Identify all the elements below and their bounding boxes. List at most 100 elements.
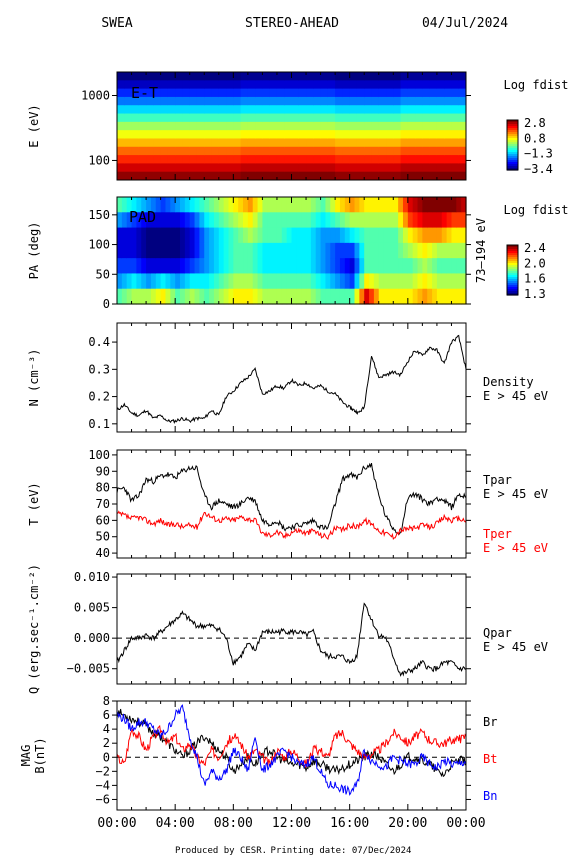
spectrogram-cell <box>189 171 198 181</box>
spectrogram-cell <box>284 121 292 131</box>
pad-cell <box>378 258 385 275</box>
y-tick-label: 100 <box>88 153 110 167</box>
spectrogram-cell <box>407 105 416 115</box>
pad-cell <box>223 227 230 244</box>
y-axis-label: MAG <box>19 745 33 767</box>
spectrogram-cell <box>429 171 438 181</box>
spectrogram-cell <box>146 96 154 106</box>
pad-cell <box>393 258 399 275</box>
spectrogram-cell <box>175 96 183 106</box>
pad-cell <box>364 288 370 305</box>
spectrogram-cell <box>218 130 227 139</box>
spectrogram-cell <box>218 96 227 106</box>
y-axis-label: PA (deg) <box>27 222 41 280</box>
spectrogram-cell <box>327 80 336 90</box>
pad-cell <box>349 242 356 259</box>
spectrogram-cell <box>182 80 191 90</box>
spectrogram-cell <box>138 138 147 148</box>
spectrogram-cell <box>393 155 402 164</box>
spectrogram-cell <box>153 155 162 164</box>
spectrogram-cell <box>189 121 198 131</box>
pad-cell <box>189 212 196 229</box>
pad-cell <box>170 197 176 213</box>
spectrogram-cell <box>276 80 285 90</box>
pad-cell <box>461 197 467 213</box>
pad-cell <box>354 288 360 305</box>
spectrogram-cell <box>117 130 125 139</box>
pad-cell <box>257 197 264 213</box>
pad-cell <box>388 288 394 305</box>
pad-cell <box>126 197 133 213</box>
pad-cell <box>436 227 443 244</box>
pad-cell <box>262 242 268 259</box>
pad-cell <box>461 227 467 244</box>
pad-cell <box>456 242 462 259</box>
spectrogram-cell <box>153 130 162 139</box>
colorbar-swatch <box>507 154 518 157</box>
y-axis-label: B(nT) <box>33 737 47 773</box>
pad-cell <box>339 212 346 229</box>
pad-cell <box>330 212 336 229</box>
colorbar-swatch <box>507 281 518 284</box>
spectrogram-cell <box>429 155 438 164</box>
series-line-qpar <box>116 602 467 677</box>
spectrogram-cell <box>451 155 460 164</box>
pad-cell <box>155 288 162 305</box>
spectrogram-cell <box>204 146 213 156</box>
spectrogram-cell <box>400 113 409 123</box>
pad-cell <box>383 258 390 275</box>
spectrogram-cell <box>218 105 227 115</box>
series-line-br <box>116 708 467 778</box>
pad-cell <box>291 242 297 259</box>
spectrogram-cell <box>335 88 343 98</box>
spectrogram-cell <box>117 146 125 156</box>
pad-cell <box>175 273 181 290</box>
spectrogram-cell <box>240 155 249 164</box>
footer-producer: Produced by CESR. <box>175 846 267 856</box>
spectrogram-cell <box>247 96 256 106</box>
pad-cell <box>461 212 467 229</box>
spectrogram-cell <box>131 155 140 164</box>
spectrogram-cell <box>269 88 278 98</box>
pad-cell <box>247 227 254 244</box>
spectrogram-cell <box>371 96 380 106</box>
pad-cell <box>160 273 167 290</box>
pad-cell <box>325 273 331 290</box>
panel-frame <box>116 700 467 811</box>
spectrogram-cell <box>451 121 460 131</box>
pad-cell <box>175 258 181 275</box>
spectrogram-cell <box>349 88 358 98</box>
pad-cell <box>456 227 462 244</box>
spectrogram-cell <box>422 113 431 123</box>
pad-cell <box>364 273 370 290</box>
spectrogram-cell <box>131 171 140 181</box>
spectrogram-cell <box>356 80 365 90</box>
pad-cell <box>243 288 249 305</box>
pad-cell <box>150 242 157 259</box>
pad-cell <box>218 197 225 213</box>
spectrogram-cell <box>138 105 147 115</box>
spectrogram-cell <box>211 130 220 139</box>
legend-tper-energy: E > 45 eV <box>483 541 548 555</box>
spectrogram-cell <box>189 155 198 164</box>
spectrogram-cell <box>422 163 431 173</box>
pad-cell <box>117 273 123 290</box>
spectrogram-cell <box>415 96 423 106</box>
spectrogram-cell <box>458 105 467 115</box>
spectrogram-cell <box>364 72 372 81</box>
spectrogram-cell <box>386 155 394 164</box>
pad-cell <box>378 212 385 229</box>
spectrogram-cell <box>167 113 176 123</box>
pad-cell <box>432 212 438 229</box>
pad-cell <box>339 258 346 275</box>
spectrogram-cell <box>233 155 242 164</box>
spectrogram-cell <box>240 146 249 156</box>
spectrogram-cell <box>320 105 329 115</box>
pad-cell <box>339 197 346 213</box>
pad-cell <box>378 273 385 290</box>
spectrogram-cell <box>262 130 271 139</box>
spectrogram-cell <box>436 72 445 81</box>
pad-cell <box>276 273 283 290</box>
spectrogram-cell <box>356 105 365 115</box>
spectrogram-cell <box>393 146 402 156</box>
